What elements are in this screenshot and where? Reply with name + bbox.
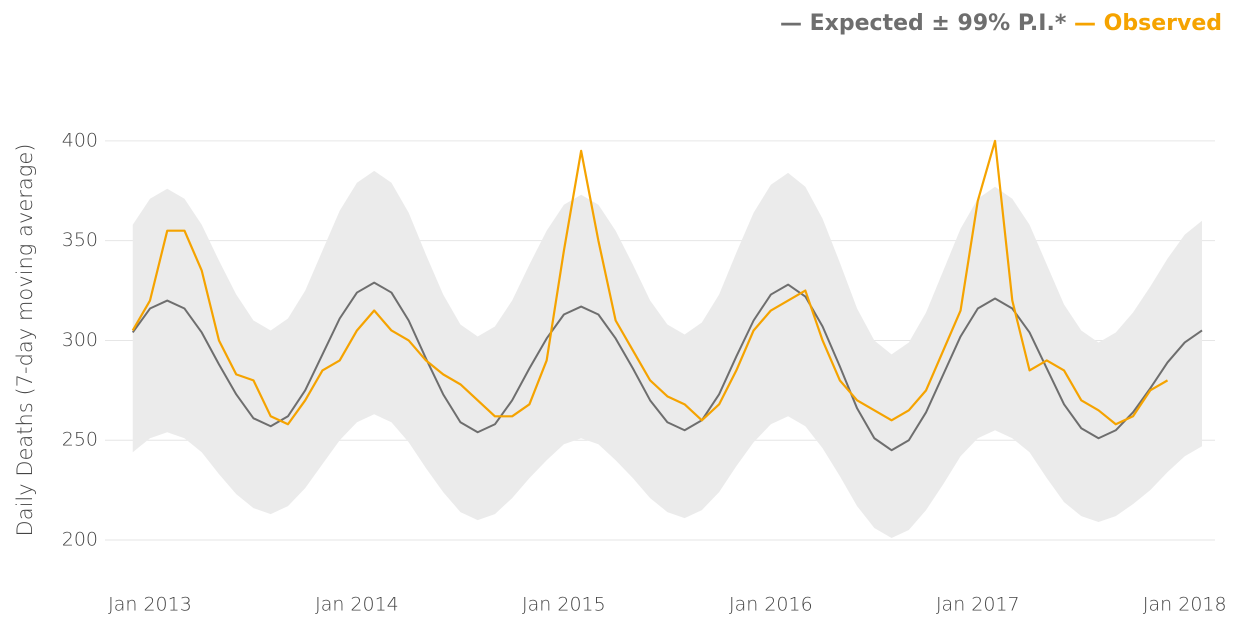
y-tick-label: 300 xyxy=(62,329,98,351)
prediction-band xyxy=(132,170,1202,539)
legend: — Expected ± 99% P.I.* — Observed xyxy=(780,11,1222,36)
x-tick-label: Jan 2018 xyxy=(1143,594,1227,616)
series-line xyxy=(131,281,1203,452)
y-tick-label: 400 xyxy=(62,129,98,151)
y-tick-label: 200 xyxy=(62,529,98,551)
legend-marker: — xyxy=(780,11,810,36)
x-tick-label: Jan 2015 xyxy=(522,594,606,616)
legend-label: Expected ± 99% P.I.* xyxy=(810,11,1067,36)
legend-label: Observed xyxy=(1104,11,1222,36)
x-tick-label: Jan 2017 xyxy=(936,594,1020,616)
x-tick-label: Jan 2016 xyxy=(729,594,813,616)
series-line xyxy=(131,139,1169,426)
y-axis-label: Daily Deaths (7-day moving average) xyxy=(13,144,37,537)
y-tick-label: 350 xyxy=(62,229,98,251)
legend-marker: — xyxy=(1066,11,1103,36)
x-tick-label: Jan 2013 xyxy=(108,594,192,616)
x-tick-label: Jan 2014 xyxy=(315,594,399,616)
y-tick-label: 250 xyxy=(62,429,98,451)
